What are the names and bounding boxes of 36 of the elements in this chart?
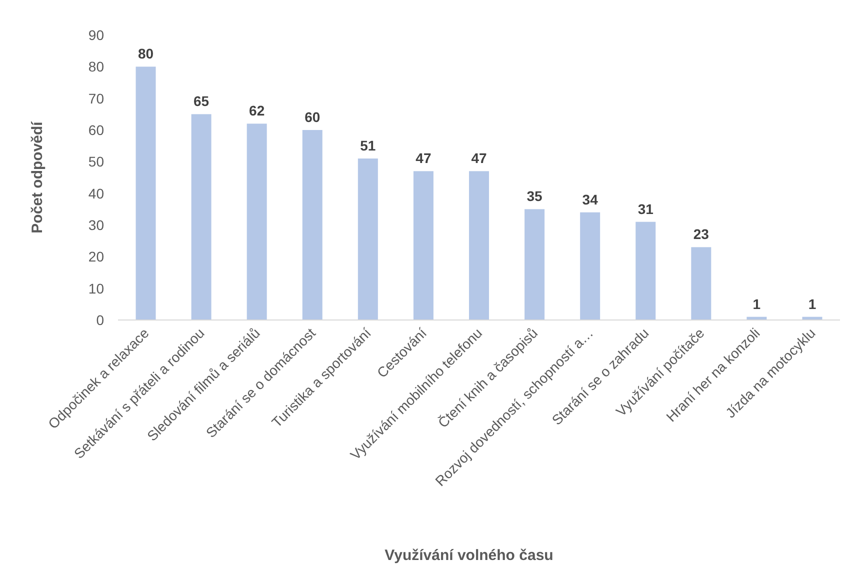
bar xyxy=(691,247,712,320)
y-tick-label: 50 xyxy=(88,154,104,170)
y-tick-label: 0 xyxy=(96,312,104,328)
bar xyxy=(413,171,434,320)
data-label: 51 xyxy=(360,138,376,154)
data-label: 47 xyxy=(471,150,487,166)
bar xyxy=(358,158,378,320)
bar xyxy=(136,66,156,320)
data-label: 23 xyxy=(693,226,710,242)
data-label: 47 xyxy=(416,150,432,166)
data-label: 31 xyxy=(638,200,654,217)
y-tick-label: 40 xyxy=(88,185,104,202)
bar xyxy=(524,209,545,320)
data-label: 35 xyxy=(526,188,543,204)
data-label: 62 xyxy=(249,102,265,119)
bar xyxy=(469,171,489,320)
y-tick-label: 80 xyxy=(88,58,104,75)
y-tick-label: 60 xyxy=(88,122,104,138)
data-label: 60 xyxy=(304,109,320,125)
bar xyxy=(580,212,600,320)
bar xyxy=(302,130,322,320)
y-tick-label: 70 xyxy=(88,90,104,106)
bar xyxy=(246,124,267,320)
y-tick-label: 90 xyxy=(88,27,104,43)
data-label: 1 xyxy=(752,296,761,312)
data-label: 65 xyxy=(194,93,210,110)
bar xyxy=(636,222,656,320)
data-label: 80 xyxy=(138,46,154,62)
y-axis-title: Počet odpovědí xyxy=(29,120,46,234)
data-label: 34 xyxy=(582,191,598,208)
y-tick-label: 30 xyxy=(88,217,104,233)
y-tick-label: 10 xyxy=(88,280,104,296)
data-label: 1 xyxy=(808,296,816,312)
y-tick-label: 20 xyxy=(88,248,104,265)
x-axis-title: Využívání volného času xyxy=(384,547,554,564)
bar xyxy=(191,114,212,320)
